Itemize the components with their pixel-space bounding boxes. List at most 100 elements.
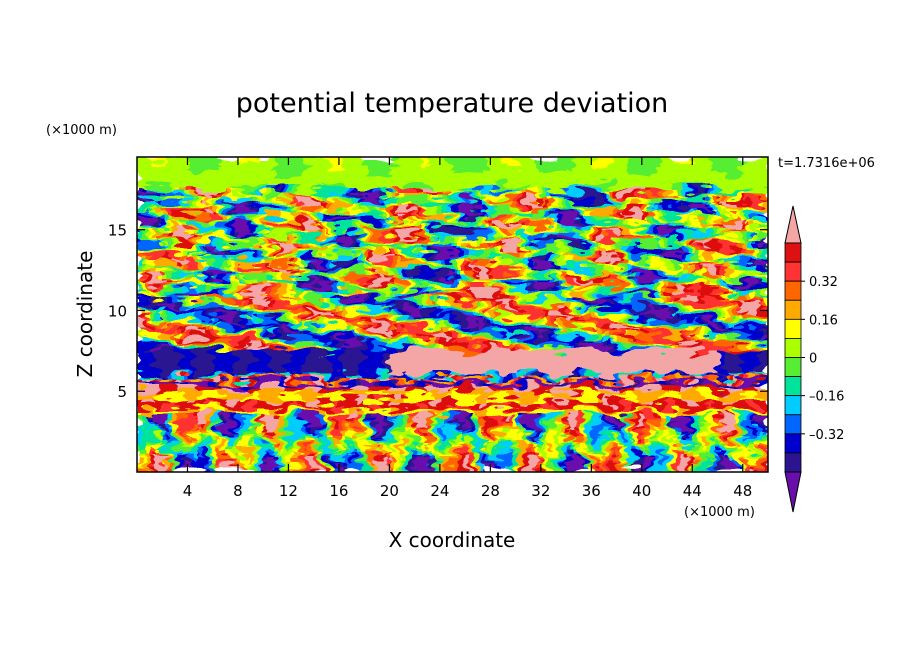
heatmap-cell — [757, 301, 764, 307]
heatmap-cell — [682, 238, 689, 244]
heatmap-cell — [467, 215, 479, 221]
heatmap-cell — [672, 323, 689, 329]
heatmap-cell — [592, 157, 609, 163]
heatmap-cell — [562, 265, 569, 271]
heatmap-cell — [762, 427, 768, 433]
heatmap-cell — [677, 215, 689, 221]
heatmap-cell — [752, 220, 759, 226]
heatmap-cell — [152, 211, 158, 217]
heatmap-cell — [727, 400, 739, 406]
heatmap-cell — [427, 206, 439, 212]
heatmap-cell — [467, 431, 474, 437]
heatmap-cell — [742, 170, 768, 176]
heatmap-cell — [322, 206, 328, 212]
heatmap-cell — [482, 193, 504, 199]
heatmap-cell — [512, 202, 519, 208]
heatmap-cell — [167, 265, 178, 271]
heatmap-cell — [492, 418, 504, 424]
heatmap-cell — [317, 274, 323, 280]
heatmap-cell — [207, 206, 213, 212]
heatmap-cell — [217, 323, 223, 329]
heatmap-cell — [222, 323, 233, 329]
heatmap-cell — [342, 377, 348, 383]
heatmap-cell — [502, 467, 509, 472]
heatmap-cell — [137, 233, 143, 239]
heatmap-cell — [192, 436, 198, 442]
heatmap-cell — [337, 283, 343, 289]
heatmap-cell — [327, 193, 333, 199]
heatmap-cell — [742, 431, 754, 437]
heatmap-cell — [677, 242, 684, 248]
heatmap-cell — [707, 260, 714, 266]
heatmap-cell — [157, 188, 163, 194]
heatmap-cell — [697, 341, 704, 347]
heatmap-cell — [557, 463, 564, 469]
heatmap-cell — [432, 440, 439, 446]
heatmap-cell — [227, 193, 233, 199]
heatmap-cell — [532, 382, 554, 388]
heatmap-cell — [627, 251, 634, 257]
heatmap-cell — [152, 319, 158, 325]
heatmap-cell — [212, 251, 223, 257]
heatmap-cell — [222, 431, 228, 437]
heatmap-cell — [317, 454, 323, 460]
heatmap-cell — [262, 445, 268, 451]
heatmap-cell — [717, 170, 744, 176]
heatmap-cell — [277, 346, 283, 352]
heatmap-cell — [457, 211, 464, 217]
heatmap-cell — [612, 422, 619, 428]
heatmap-cell — [472, 292, 479, 298]
heatmap-cell — [332, 346, 338, 352]
heatmap-cell — [372, 431, 378, 437]
heatmap-cell — [377, 287, 399, 293]
heatmap-cell — [437, 440, 444, 446]
heatmap-cell — [177, 346, 183, 352]
heatmap-cell — [577, 440, 584, 446]
heatmap-cell — [687, 260, 694, 266]
heatmap-cell — [662, 431, 669, 437]
heatmap-cell — [527, 463, 539, 469]
heatmap-cell — [202, 449, 208, 455]
heatmap-cell — [237, 463, 243, 469]
heatmap-cell — [452, 188, 459, 194]
heatmap-cell — [512, 301, 519, 307]
heatmap-cell — [702, 184, 764, 190]
heatmap-cell — [687, 449, 694, 455]
heatmap-cell — [597, 260, 604, 266]
heatmap-cell — [732, 440, 739, 446]
heatmap-cell — [492, 197, 514, 203]
heatmap-cell — [292, 314, 298, 320]
heatmap-cell — [752, 463, 764, 469]
heatmap-cell — [617, 422, 624, 428]
heatmap-cell — [217, 170, 278, 176]
heatmap-cell — [452, 458, 459, 464]
heatmap-cell — [227, 283, 233, 289]
heatmap-cell — [137, 359, 158, 365]
heatmap-cell — [602, 463, 609, 469]
heatmap-cell — [357, 197, 363, 203]
heatmap-cell — [182, 400, 193, 406]
heatmap-cell — [687, 238, 694, 244]
heatmap-cell — [277, 467, 283, 472]
heatmap-cell — [412, 454, 419, 460]
heatmap-cell — [347, 233, 353, 239]
heatmap-cell — [542, 413, 554, 419]
heatmap-cell — [587, 233, 594, 239]
heatmap-cell — [262, 373, 268, 379]
heatmap-cell — [492, 436, 499, 442]
heatmap-cell — [362, 220, 383, 226]
heatmap-cell — [347, 431, 358, 437]
heatmap-cell — [717, 269, 724, 275]
heatmap-cell — [577, 373, 584, 379]
heatmap-cell — [482, 197, 489, 203]
heatmap-cell — [672, 436, 679, 442]
heatmap-cell — [647, 251, 659, 257]
heatmap-cell — [262, 184, 323, 190]
heatmap-cell — [527, 301, 534, 307]
heatmap-cell — [362, 373, 368, 379]
heatmap-cell — [152, 463, 158, 469]
heatmap-cell — [517, 247, 524, 253]
heatmap-cell — [497, 404, 509, 410]
heatmap-cell — [507, 292, 539, 298]
heatmap-cell — [467, 247, 474, 253]
